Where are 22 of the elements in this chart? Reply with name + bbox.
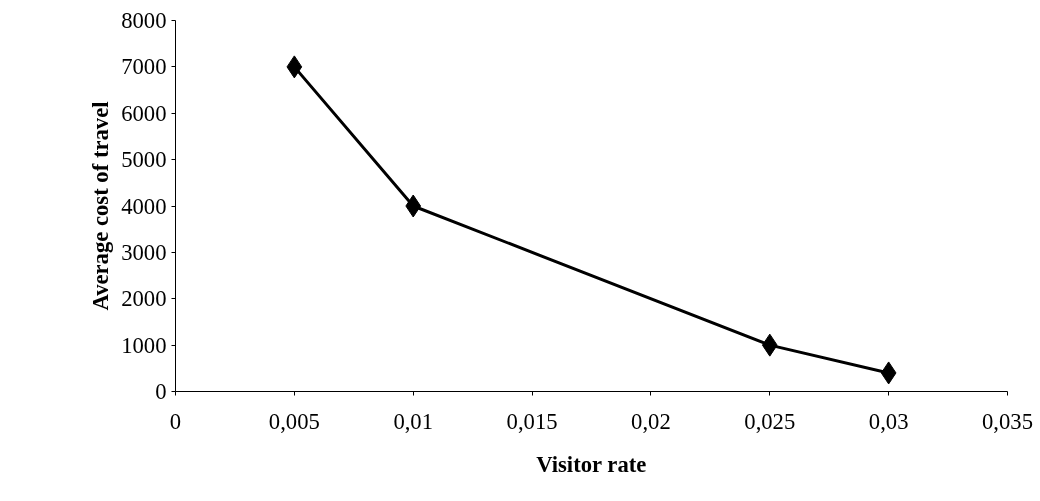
x-tick-label: 0,025 xyxy=(744,408,796,434)
point xyxy=(405,194,422,218)
y-tick-label: 7000 xyxy=(121,54,167,80)
y-tick-label: 4000 xyxy=(121,193,167,219)
y-tick-label: 0 xyxy=(155,379,167,404)
x-tick-label: 0,005 xyxy=(268,408,320,434)
x-tick-label: 0,01 xyxy=(393,408,434,434)
x-tick-label: 0,035 xyxy=(982,408,1033,434)
y-tick-label: 8000 xyxy=(121,8,167,33)
x-axis-title: Visitor rate xyxy=(536,451,647,477)
y-tick-label: 5000 xyxy=(121,147,167,173)
y-tick-label: 3000 xyxy=(121,239,167,265)
x-tick-label: 0,03 xyxy=(868,408,909,434)
x-tick-label: 0,02 xyxy=(631,408,671,434)
point xyxy=(761,333,778,357)
y-tick-label: 2000 xyxy=(121,286,167,312)
y-tick-label: 6000 xyxy=(121,100,167,126)
point xyxy=(286,55,303,79)
point xyxy=(880,361,897,385)
y-axis-title: Average cost of travel xyxy=(88,101,114,311)
y-tick-label: 1000 xyxy=(121,332,167,358)
x-tick-label: 0,015 xyxy=(506,408,558,434)
